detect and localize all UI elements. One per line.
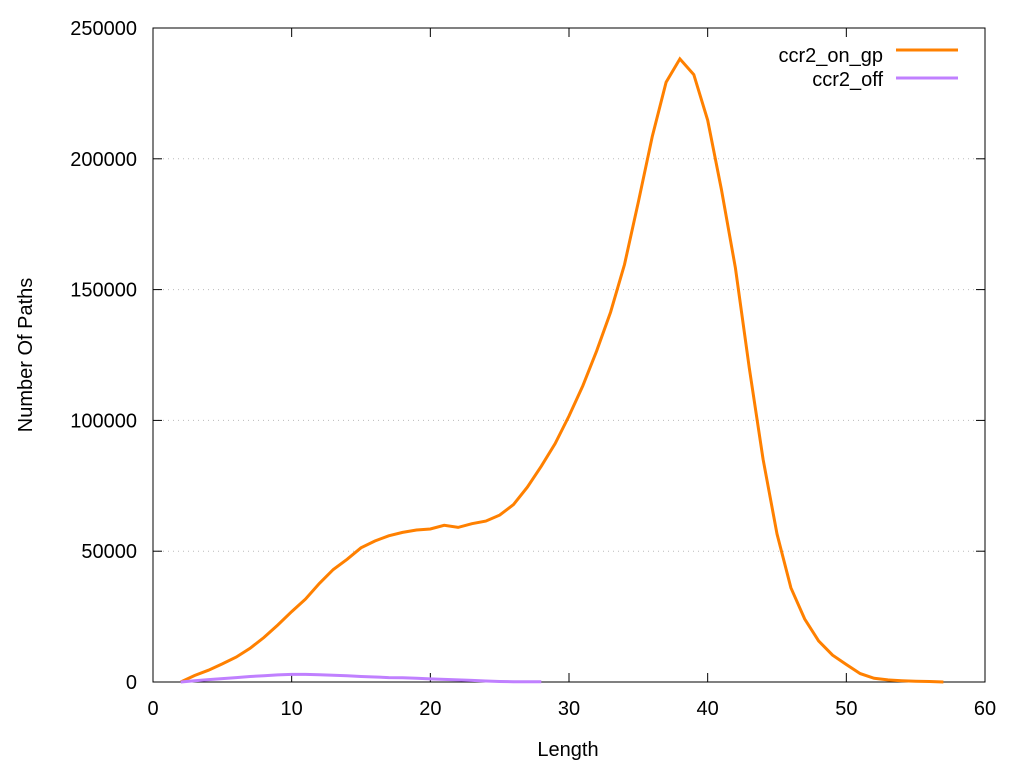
x-tick-label: 10	[281, 698, 303, 720]
series	[180, 56, 944, 684]
legend-label-1: ccr2_off	[812, 69, 883, 91]
series-line-ccr2_off	[180, 672, 542, 684]
x-tick-label: 60	[974, 698, 996, 720]
grid	[153, 158, 985, 552]
x-tick-label: 0	[147, 698, 158, 720]
series-line-ccr2_on_gp	[180, 56, 944, 684]
y-tick-label: 0	[126, 672, 137, 694]
x-tick-label: 50	[835, 698, 857, 720]
ticks: 0 50000 100000 150000 200000 250000 0 10 20 30 40 5…	[70, 18, 996, 720]
plot-frame	[152, 27, 986, 683]
y-tick-label: 250000	[70, 18, 137, 40]
x-tick-label: 20	[419, 698, 441, 720]
x-axis-label: Length	[537, 739, 598, 761]
y-tick-label: 50000	[81, 541, 137, 563]
x-tick-label: 40	[697, 698, 719, 720]
y-tick-label: 200000	[70, 149, 137, 171]
y-axis-label: Number Of Paths	[15, 278, 37, 433]
legend: ccr2_on_gp ccr2_off	[778, 45, 958, 91]
legend-label-0: ccr2_on_gp	[778, 45, 883, 67]
y-tick-label: 100000	[70, 410, 137, 432]
y-tick-label: 150000	[70, 280, 137, 302]
x-tick-label: 30	[558, 698, 580, 720]
